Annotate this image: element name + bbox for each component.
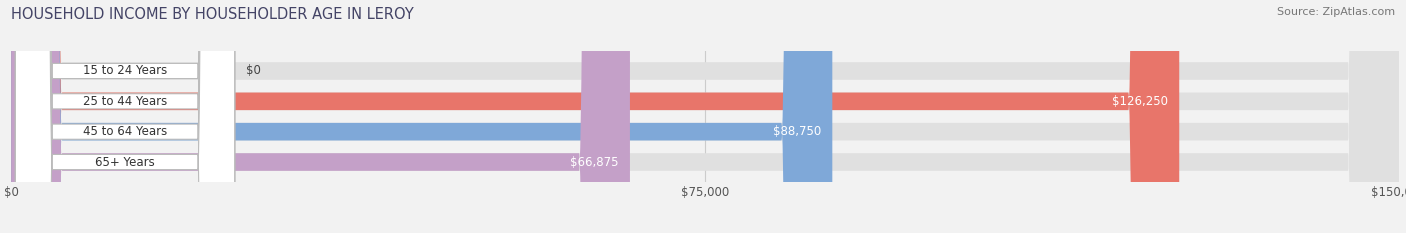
Text: 15 to 24 Years: 15 to 24 Years	[83, 65, 167, 78]
FancyBboxPatch shape	[15, 0, 235, 233]
FancyBboxPatch shape	[11, 0, 630, 233]
FancyBboxPatch shape	[15, 0, 235, 233]
FancyBboxPatch shape	[11, 0, 1399, 233]
Text: 65+ Years: 65+ Years	[96, 155, 155, 168]
FancyBboxPatch shape	[11, 0, 832, 233]
FancyBboxPatch shape	[11, 0, 1399, 233]
FancyBboxPatch shape	[15, 0, 235, 233]
Text: 45 to 64 Years: 45 to 64 Years	[83, 125, 167, 138]
Text: $88,750: $88,750	[773, 125, 821, 138]
Text: 25 to 44 Years: 25 to 44 Years	[83, 95, 167, 108]
FancyBboxPatch shape	[11, 0, 1180, 233]
Text: $0: $0	[246, 65, 260, 78]
FancyBboxPatch shape	[15, 0, 235, 233]
Text: $126,250: $126,250	[1112, 95, 1168, 108]
FancyBboxPatch shape	[11, 0, 1399, 233]
FancyBboxPatch shape	[11, 0, 1399, 233]
Text: Source: ZipAtlas.com: Source: ZipAtlas.com	[1277, 7, 1395, 17]
Text: HOUSEHOLD INCOME BY HOUSEHOLDER AGE IN LEROY: HOUSEHOLD INCOME BY HOUSEHOLDER AGE IN L…	[11, 7, 413, 22]
Text: $66,875: $66,875	[571, 155, 619, 168]
